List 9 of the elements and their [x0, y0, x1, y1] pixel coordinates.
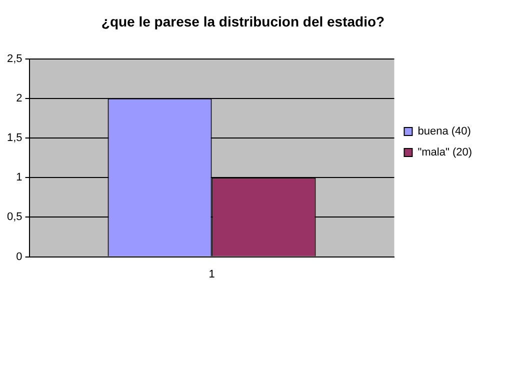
- y-tick-label: 2,5: [6, 52, 22, 65]
- y-tick-label: 0: [16, 250, 22, 263]
- y-tick-label: 2: [16, 92, 22, 104]
- y-tick-label: 0,5: [6, 211, 22, 224]
- y-tick-label: 1,5: [6, 132, 22, 144]
- y-tick-label: 1: [16, 172, 22, 184]
- legend-label: "mala" (20): [418, 146, 472, 159]
- chart-title: ¿que le parese la distribucion del estadio?: [101, 13, 385, 30]
- legend-label: buena (40): [418, 126, 471, 138]
